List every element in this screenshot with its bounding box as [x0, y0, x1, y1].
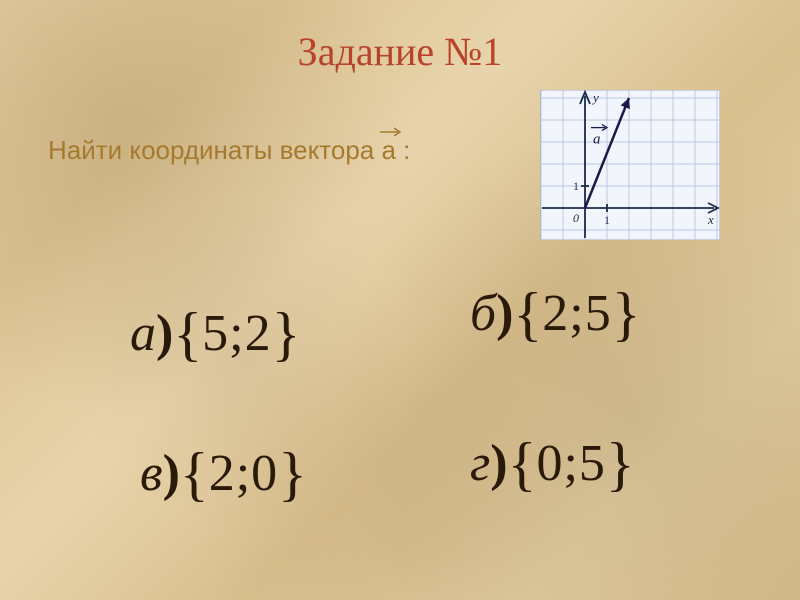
task-prompt: Найти координаты вектора а : [48, 135, 410, 166]
svg-text:0: 0 [573, 211, 579, 225]
option-b-coords: 2;5 [542, 285, 611, 342]
option-g-label: г [470, 435, 490, 492]
option-b-label: б [470, 285, 496, 342]
option-v-label: в [140, 445, 163, 502]
svg-text:1: 1 [604, 213, 610, 227]
option-g: г){0;5} [470, 430, 635, 499]
svg-text:y: y [591, 90, 599, 105]
page-title: Задание №1 [0, 28, 800, 75]
vector-diagram: 1 1 0 x y а [540, 90, 720, 240]
option-a-coords: 5;2 [202, 305, 271, 362]
option-g-coords: 0;5 [536, 435, 605, 492]
option-a: а){5;2} [130, 300, 300, 369]
vector-arrow-over-a-icon [380, 126, 402, 136]
option-a-label: а [130, 305, 156, 362]
option-b: б){2;5} [470, 280, 641, 349]
answer-options: а){5;2} б){2;5} в){2;0} г){0;5} [0, 280, 800, 580]
svg-text:1: 1 [573, 179, 579, 193]
option-v-coords: 2;0 [209, 445, 278, 502]
option-v: в){2;0} [140, 440, 307, 509]
svg-text:x: x [707, 212, 714, 227]
svg-text:а: а [593, 132, 601, 148]
